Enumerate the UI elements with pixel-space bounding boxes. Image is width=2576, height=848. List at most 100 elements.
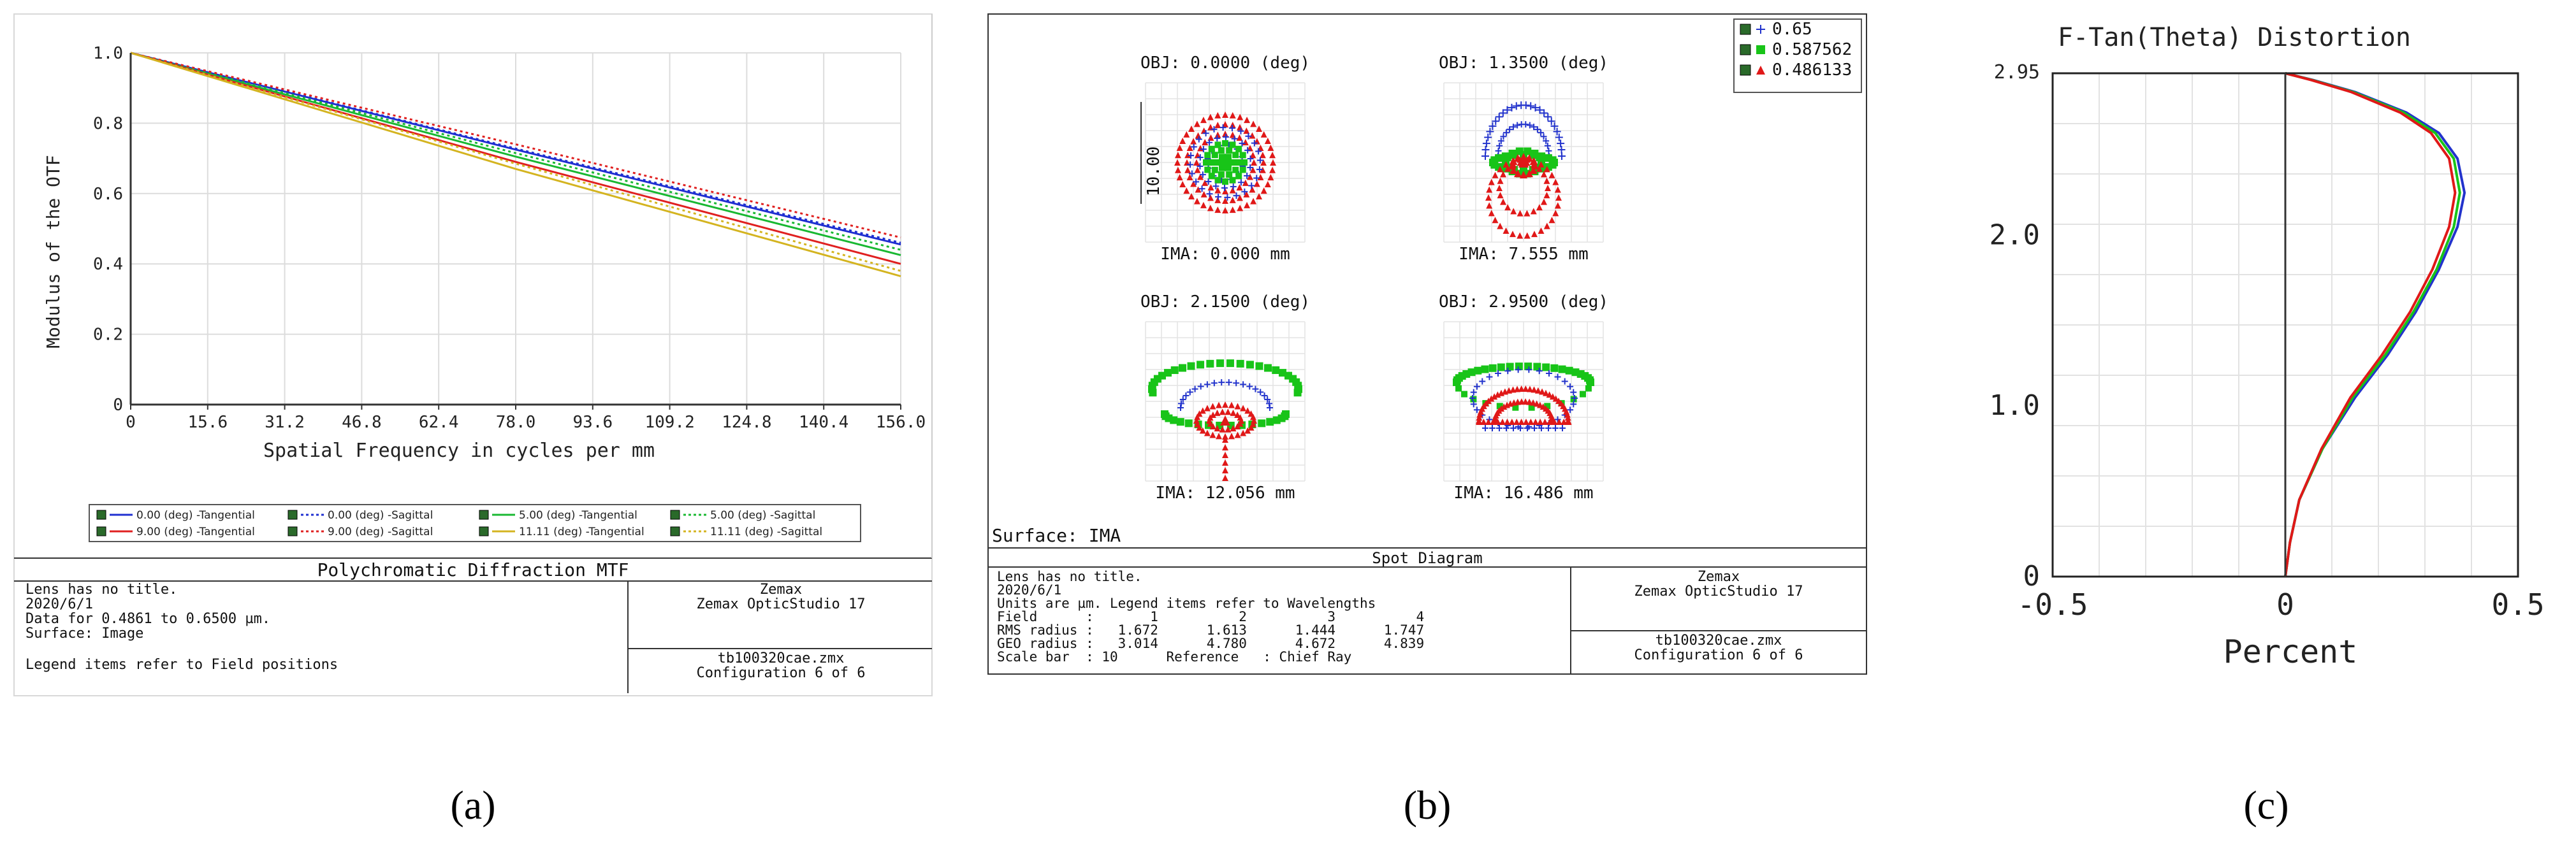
spot-marker-plus bbox=[1245, 133, 1252, 140]
mtf-legend: 0.00 (deg) -Tangential 0.00 (deg) -Sagitt… bbox=[89, 504, 861, 542]
spot-marker-plus bbox=[1510, 124, 1517, 131]
spot-marker-triangle bbox=[1214, 122, 1221, 129]
mtf-x-tick-label: 140.4 bbox=[799, 413, 848, 432]
mtf-y-tick-label: 0.8 bbox=[93, 114, 123, 133]
spot-marker-triangle bbox=[1222, 467, 1228, 473]
spot-marker-plus bbox=[1531, 425, 1538, 431]
spot-marker-plus bbox=[1230, 183, 1237, 190]
spot-marker-triangle bbox=[1243, 127, 1250, 134]
spot-marker-square bbox=[1184, 419, 1193, 428]
spot-marker-plus bbox=[1251, 140, 1258, 147]
spot-marker-triangle bbox=[1214, 425, 1221, 432]
spot-marker-triangle bbox=[1196, 424, 1203, 431]
spot-marker-square bbox=[1258, 419, 1266, 428]
caption-b: (b) bbox=[1404, 782, 1452, 828]
spot-marker-triangle bbox=[1176, 174, 1183, 181]
spot-marker-plus bbox=[1177, 400, 1184, 407]
spot-marker-triangle bbox=[1249, 132, 1256, 139]
spot-marker-plus bbox=[1503, 129, 1510, 136]
spot-marker-triangle bbox=[1491, 393, 1498, 400]
spot-marker-square bbox=[1461, 391, 1468, 398]
spot-marker-plus bbox=[1531, 103, 1539, 111]
spot-marker-triangle bbox=[1527, 419, 1534, 425]
spot-marker-square bbox=[1235, 159, 1241, 166]
spot-marker-plus bbox=[1510, 425, 1517, 431]
spot-marker-plus bbox=[1214, 135, 1221, 142]
spot-marker-triangle bbox=[1492, 217, 1499, 224]
spot-marker-triangle bbox=[1246, 173, 1253, 180]
spot-info-line: Scale bar : 10 Reference : Chief Ray bbox=[997, 649, 1351, 665]
mtf-legend-label: 5.00 (deg) -Sagittal bbox=[710, 509, 815, 522]
spot-marker-plus bbox=[1567, 383, 1574, 390]
mtf-series-line bbox=[130, 52, 901, 251]
mtf-series-line bbox=[130, 52, 901, 277]
spot-filename: tb100320cae.zmx bbox=[1655, 633, 1782, 649]
mtf-x-tick-label: 124.8 bbox=[722, 413, 771, 432]
spot-marker-plus bbox=[1237, 179, 1244, 186]
spot-marker-triangle bbox=[1225, 426, 1232, 433]
spot-info-line: GEO radius : 3.014 4.780 4.672 4.839 bbox=[997, 636, 1424, 651]
spot-marker-triangle bbox=[1222, 452, 1228, 458]
spot-marker-triangle bbox=[1183, 187, 1190, 194]
spot-marker-triangle bbox=[1514, 154, 1522, 162]
spot-marker-plus bbox=[1570, 389, 1577, 396]
spot-marker-triangle bbox=[1179, 181, 1186, 188]
spot-marker-plus bbox=[1244, 172, 1251, 179]
spot-info-line: Units are µm. Legend items refer to Wave… bbox=[997, 596, 1376, 611]
spot-marker-plus bbox=[1506, 126, 1513, 133]
spot-marker-plus bbox=[1495, 147, 1502, 154]
spot-marker-plus bbox=[1554, 373, 1561, 380]
spot-marker-triangle bbox=[1486, 186, 1493, 193]
spot-marker-triangle bbox=[1174, 159, 1181, 166]
spot-marker-triangle bbox=[1554, 202, 1561, 209]
spot-marker-triangle bbox=[1525, 154, 1533, 162]
spot-marker-triangle bbox=[1539, 388, 1546, 395]
spot-marker-triangle bbox=[1225, 408, 1232, 415]
spot-marker-plus bbox=[1515, 366, 1522, 373]
spot-scale-label: 10.00 bbox=[1144, 147, 1163, 196]
spot-marker-plus bbox=[1503, 425, 1510, 431]
spot-legend-checkbox bbox=[1740, 24, 1751, 35]
spot-marker-triangle bbox=[1264, 181, 1271, 188]
spot-marker-triangle bbox=[1194, 420, 1201, 428]
spot-marker-plus bbox=[1205, 178, 1212, 185]
spot-marker-triangle bbox=[1549, 393, 1556, 400]
spot-marker-plus bbox=[1211, 380, 1218, 387]
spot-marker-square bbox=[1211, 166, 1218, 173]
spot-marker-triangle bbox=[1260, 187, 1267, 194]
spot-marker-square bbox=[1272, 416, 1281, 424]
spot-marker-triangle bbox=[1230, 409, 1237, 416]
spot-marker-square bbox=[1239, 166, 1246, 173]
spot-marker-plus bbox=[1492, 117, 1500, 126]
spot-marker-triangle bbox=[1508, 162, 1516, 169]
spot-marker-triangle bbox=[1236, 194, 1243, 201]
spot-marker-triangle bbox=[1267, 144, 1274, 151]
spot-marker-plus bbox=[1546, 370, 1552, 377]
spot-marker-triangle bbox=[1561, 419, 1568, 425]
spot-marker-triangle bbox=[1214, 131, 1221, 138]
spot-marker-triangle bbox=[1269, 152, 1276, 159]
spot-cell: OBJ: 1.3500 (deg) IMA: 7.555 mm bbox=[1439, 54, 1608, 264]
spot-marker-triangle bbox=[1199, 427, 1206, 434]
spot-marker-triangle bbox=[1500, 198, 1507, 205]
spot-marker-triangle bbox=[1540, 198, 1547, 205]
spot-marker-triangle bbox=[1248, 424, 1255, 431]
spot-marker-square bbox=[1218, 147, 1225, 154]
mtf-vendor: Zemax bbox=[760, 582, 802, 598]
spot-marker-plus bbox=[1486, 373, 1493, 380]
spot-marker-square bbox=[1203, 159, 1209, 166]
spot-marker-triangle bbox=[1538, 227, 1545, 234]
mtf-y-ticks: 0 0.2 0.4 0.6 0.8 1.0 bbox=[93, 44, 123, 415]
mtf-y-axis-label: Modulus of the OTF bbox=[43, 155, 64, 348]
spot-marker-square bbox=[1246, 361, 1254, 369]
spot-marker-square bbox=[1236, 359, 1244, 368]
spot-ima-label: IMA: 16.486 mm bbox=[1453, 484, 1593, 503]
spot-plot-frame bbox=[987, 13, 1867, 549]
distortion-y-tick-label: 2.0 bbox=[1990, 219, 2040, 251]
spot-marker-square bbox=[1187, 362, 1195, 370]
spot-cells: OBJ: 0.0000 (deg) IMA: 0.000 mm OBJ: 1.350… bbox=[1140, 54, 1608, 503]
spot-marker-triangle bbox=[1214, 111, 1221, 119]
spot-marker-square bbox=[1293, 389, 1302, 397]
spot-marker-triangle bbox=[1250, 120, 1257, 127]
spot-marker-triangle bbox=[1545, 185, 1551, 191]
